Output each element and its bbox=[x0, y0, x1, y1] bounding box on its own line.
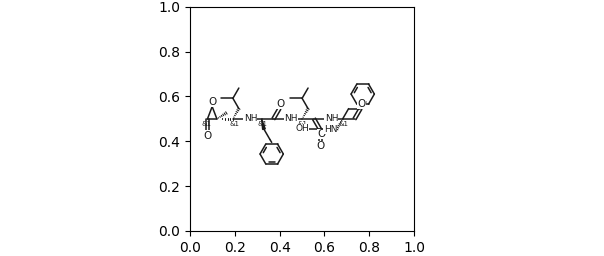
Text: O: O bbox=[208, 97, 216, 107]
Text: &1: &1 bbox=[257, 121, 267, 127]
Text: &1: &1 bbox=[229, 121, 239, 127]
Text: O: O bbox=[358, 99, 365, 109]
Text: &1: &1 bbox=[298, 121, 308, 127]
Text: HN: HN bbox=[324, 125, 337, 134]
Text: O: O bbox=[277, 99, 284, 109]
Polygon shape bbox=[262, 119, 265, 130]
Text: O: O bbox=[204, 131, 211, 141]
Text: NH: NH bbox=[243, 114, 257, 123]
Text: NH: NH bbox=[325, 114, 338, 123]
Text: OH: OH bbox=[295, 124, 309, 133]
Text: O: O bbox=[317, 129, 325, 139]
Text: NH: NH bbox=[284, 114, 298, 123]
Text: &1: &1 bbox=[201, 121, 211, 127]
Text: &1: &1 bbox=[338, 121, 349, 127]
Text: O: O bbox=[316, 141, 324, 151]
